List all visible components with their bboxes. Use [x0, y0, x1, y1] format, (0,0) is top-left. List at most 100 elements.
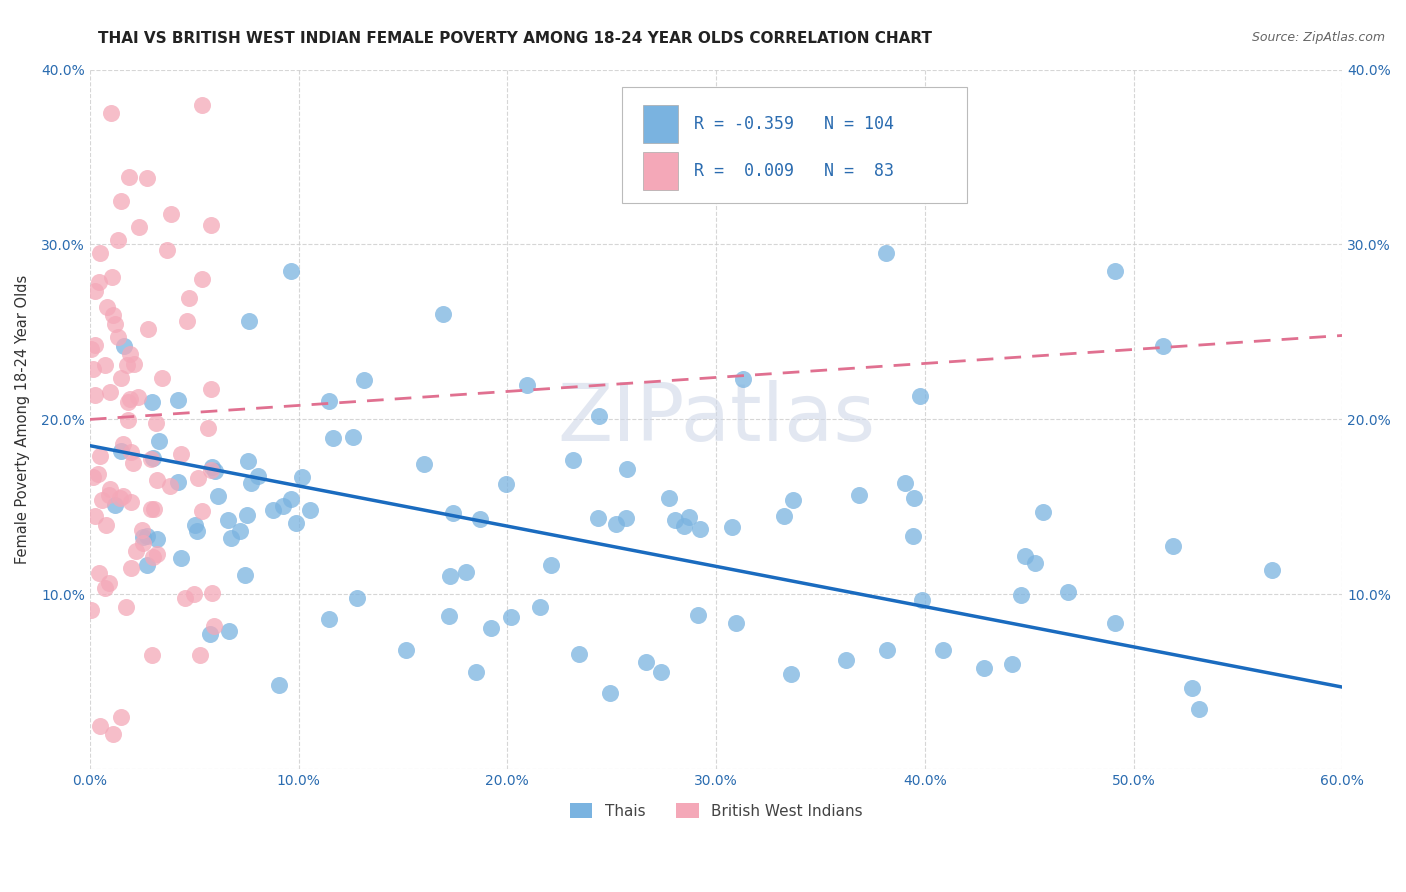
Point: [169, 551, 191, 566]
Point: [141, 395, 163, 409]
Point: [166, 392, 188, 407]
Point: [395, 643, 418, 657]
Point: [201, 585, 224, 599]
Point: [605, 516, 627, 531]
Point: [112, 338, 135, 352]
Point: [117, 394, 139, 409]
Point: [87, 275, 110, 289]
Point: [1181, 681, 1204, 696]
Point: [1010, 588, 1032, 602]
Point: [233, 568, 256, 582]
Point: [146, 473, 169, 487]
Point: [412, 457, 434, 471]
Point: [217, 512, 239, 526]
Point: [262, 502, 284, 516]
Point: [271, 499, 294, 513]
Point: [117, 413, 139, 427]
Point: [173, 591, 195, 606]
Point: [658, 491, 681, 505]
Point: [614, 511, 637, 525]
Point: [229, 524, 252, 538]
Point: [834, 653, 856, 667]
FancyBboxPatch shape: [644, 105, 679, 144]
Point: [903, 491, 925, 505]
Point: [848, 488, 870, 502]
Point: [125, 544, 148, 558]
Point: [908, 389, 931, 403]
Point: [529, 600, 551, 615]
Point: [780, 667, 803, 681]
Point: [148, 434, 170, 448]
Point: [103, 308, 125, 322]
Point: [159, 478, 181, 492]
Point: [143, 501, 166, 516]
Point: [201, 460, 224, 475]
Point: [120, 495, 142, 509]
Point: [911, 592, 934, 607]
Point: [118, 169, 141, 184]
Legend: Thais, British West Indians: Thais, British West Indians: [564, 797, 869, 824]
Point: [342, 430, 364, 444]
Point: [135, 528, 157, 542]
Point: [772, 508, 794, 523]
Point: [191, 97, 214, 112]
Point: [1104, 616, 1126, 631]
Point: [190, 648, 212, 662]
Point: [100, 106, 122, 120]
Point: [291, 470, 314, 484]
Point: [588, 409, 610, 423]
Point: [112, 436, 135, 450]
Point: [346, 591, 368, 606]
Point: [1161, 539, 1184, 553]
Point: [150, 371, 173, 385]
Point: [875, 246, 897, 260]
Point: [110, 194, 132, 208]
Point: [87, 467, 110, 481]
Point: [1014, 549, 1036, 563]
Point: [479, 621, 502, 635]
Point: [1024, 556, 1046, 570]
Point: [183, 587, 205, 601]
Text: R = -0.359   N = 104: R = -0.359 N = 104: [693, 115, 893, 133]
Point: [322, 431, 344, 445]
Point: [894, 476, 917, 491]
Point: [1104, 264, 1126, 278]
Point: [110, 491, 132, 505]
Point: [689, 522, 711, 536]
Point: [353, 373, 375, 387]
Text: ZIPatlas: ZIPatlas: [557, 380, 875, 458]
Point: [127, 390, 149, 404]
FancyBboxPatch shape: [621, 87, 966, 202]
Point: [145, 417, 167, 431]
Y-axis label: Female Poverty Among 18-24 Year Olds: Female Poverty Among 18-24 Year Olds: [15, 275, 30, 564]
Point: [84, 338, 107, 352]
Point: [191, 504, 214, 518]
Point: [197, 421, 219, 435]
Point: [1188, 702, 1211, 716]
Point: [200, 219, 222, 233]
Point: [107, 233, 129, 247]
Point: [561, 452, 583, 467]
Point: [568, 647, 591, 661]
Point: [104, 498, 127, 512]
Point: [139, 451, 162, 466]
Point: [198, 627, 221, 641]
Point: [318, 612, 340, 626]
Point: [650, 665, 672, 679]
Point: [191, 272, 214, 286]
Point: [82, 470, 104, 484]
Point: [107, 330, 129, 344]
Point: [89, 566, 111, 581]
Point: [240, 476, 263, 491]
Point: [170, 447, 193, 461]
Point: [89, 718, 111, 732]
Point: [586, 511, 609, 525]
Point: [166, 475, 188, 490]
Point: [110, 710, 132, 724]
Point: [145, 533, 167, 547]
Point: [132, 530, 155, 544]
Point: [82, 361, 104, 376]
Point: [110, 444, 132, 458]
Point: [146, 547, 169, 561]
Point: [155, 243, 177, 257]
